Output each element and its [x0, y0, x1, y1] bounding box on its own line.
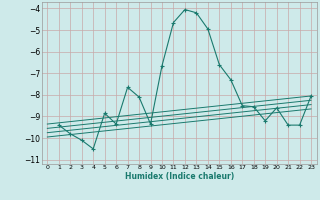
X-axis label: Humidex (Indice chaleur): Humidex (Indice chaleur) — [124, 172, 234, 181]
